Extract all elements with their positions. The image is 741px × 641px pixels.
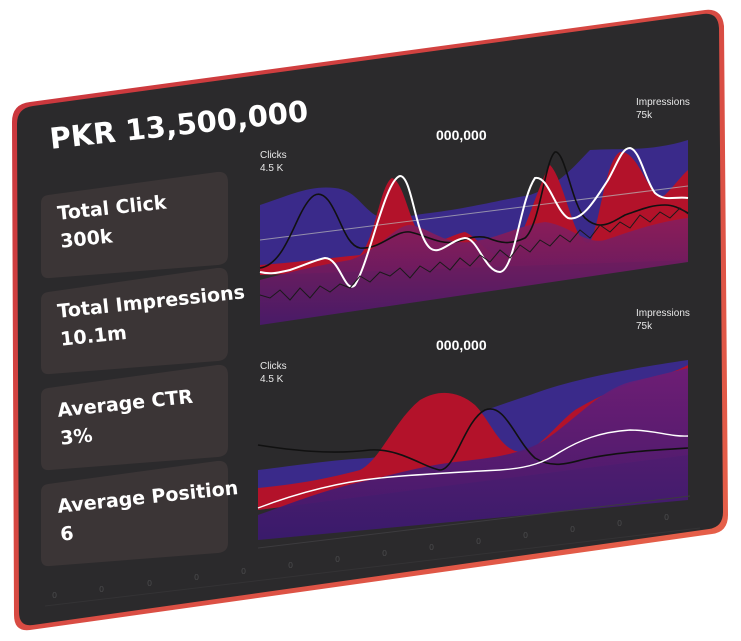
axis-value-text: 4.5 K — [260, 374, 284, 385]
chart-top-right-axis-label: Impressions 75k — [636, 96, 690, 122]
series-white-line-top — [259, 146, 689, 288]
svg-text:0: 0 — [382, 549, 387, 558]
axis-label-text: Impressions — [636, 308, 690, 319]
chart-bottom-title: 000,000 — [436, 337, 487, 353]
chart-baseline-bottom — [257, 495, 691, 549]
svg-text:0: 0 — [617, 519, 622, 528]
svg-text:0: 0 — [241, 567, 246, 576]
svg-text:0: 0 — [288, 561, 293, 570]
svg-text:0: 0 — [99, 585, 104, 594]
chart-bottom — [257, 360, 691, 549]
svg-text:0: 0 — [147, 579, 152, 588]
series-purple-area-bottom — [258, 368, 688, 540]
axis-value-text: 4.5 K — [260, 163, 284, 174]
axis-value-text: 75k — [636, 110, 653, 121]
svg-text:0: 0 — [570, 525, 575, 534]
svg-text:0: 0 — [335, 555, 340, 564]
x-axis-ticks: 0 0 0 0 0 0 0 0 0 0 0 0 0 0 — [52, 513, 669, 600]
axis-label-text: Clicks — [260, 150, 287, 161]
series-black-line-top — [259, 151, 689, 269]
svg-text:0: 0 — [664, 513, 669, 522]
metric-card-bg[interactable] — [41, 171, 228, 279]
series-purple-area-top — [260, 218, 688, 325]
metric-total-click[interactable]: Total Click 300k — [56, 189, 171, 256]
chart-top-title: 000,000 — [436, 127, 487, 143]
series-white-line-bottom — [257, 429, 689, 509]
axis-value-text: 75k — [636, 321, 653, 332]
chart-top-left-axis-label: Clicks 4.5 K — [260, 149, 287, 175]
series-black-line-bottom — [257, 408, 689, 471]
svg-text:0: 0 — [476, 537, 481, 546]
metric-card-bg[interactable] — [41, 364, 228, 471]
x-axis-line — [44, 527, 701, 607]
series-thin-line-top — [259, 207, 689, 301]
metric-card-bg[interactable] — [41, 267, 228, 375]
svg-text:0: 0 — [194, 573, 199, 582]
axis-label-text: Impressions — [636, 97, 690, 108]
axis-label-text: Clicks — [260, 361, 287, 372]
chart-bottom-right-axis-label: Impressions 75k — [636, 307, 690, 333]
chart-top — [259, 140, 689, 325]
gridline-top — [259, 185, 689, 241]
svg-text:0: 0 — [429, 543, 434, 552]
chart-bottom-left-axis-label: Clicks 4.5 K — [260, 360, 287, 386]
metric-card-bg[interactable] — [41, 460, 228, 567]
svg-text:0: 0 — [52, 591, 57, 600]
svg-text:0: 0 — [523, 531, 528, 540]
series-red-area-bottom — [258, 365, 688, 510]
